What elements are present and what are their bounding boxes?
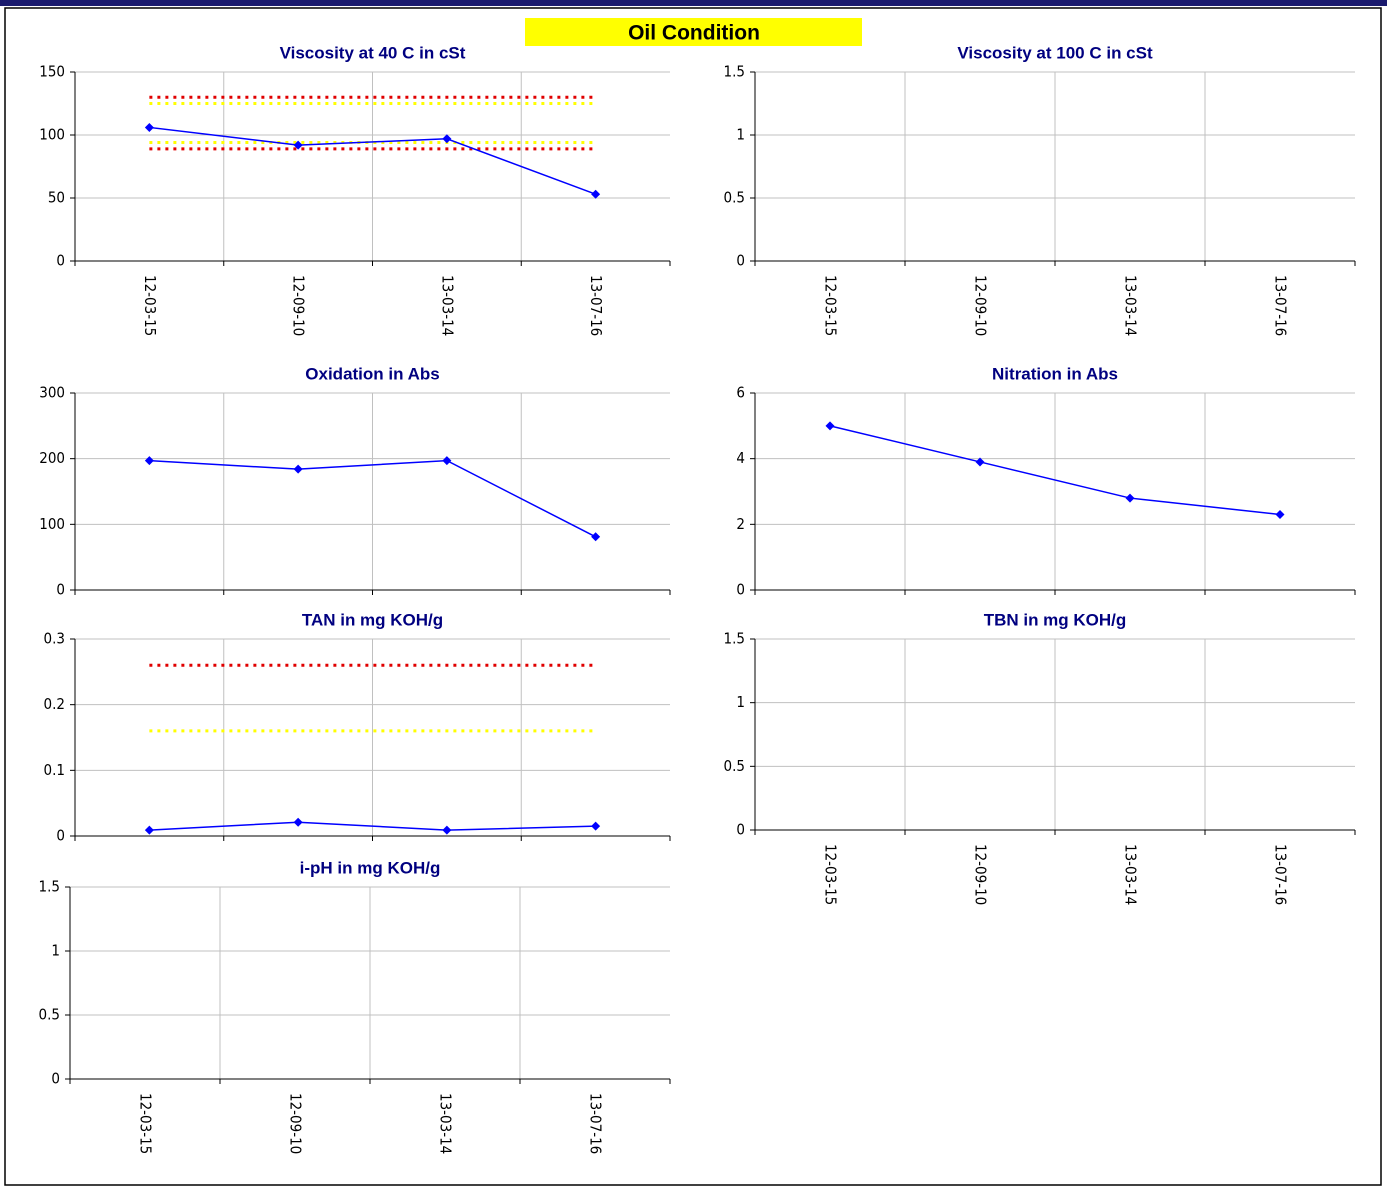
point	[591, 532, 601, 542]
x-tick-label: 13-03-14	[1122, 275, 1140, 336]
point	[1125, 493, 1135, 503]
y-tick-label: 4	[736, 449, 745, 467]
point	[442, 456, 452, 466]
point	[591, 821, 601, 831]
chart-title: i-pH in mg KOH/g	[300, 858, 441, 877]
y-tick-label: 1.5	[39, 878, 60, 896]
y-tick-label: 200	[39, 449, 65, 467]
y-tick-label: 50	[48, 189, 65, 207]
point	[442, 825, 452, 835]
y-tick-label: 0	[736, 581, 745, 599]
x-tick-label: 13-07-16	[1272, 275, 1290, 336]
y-tick-label: 1	[51, 942, 60, 960]
chart-title: TAN in mg KOH/g	[302, 610, 443, 629]
banner	[525, 18, 862, 46]
y-tick-label: 300	[39, 384, 65, 402]
point	[144, 456, 154, 466]
chart-title: Viscosity at 100 C in cSt	[957, 43, 1153, 62]
y-tick-label: 100	[39, 126, 65, 144]
x-tick-label: 13-03-14	[438, 275, 456, 336]
point	[144, 825, 154, 835]
y-tick-label: 0	[51, 1070, 60, 1088]
y-tick-label: 100	[39, 515, 65, 533]
y-tick-label: 0.3	[44, 630, 65, 648]
x-tick-label: 12-03-15	[822, 275, 840, 336]
point	[293, 464, 303, 474]
point	[442, 134, 452, 144]
chart-title: Nitration in Abs	[992, 364, 1118, 383]
y-tick-label: 0.1	[44, 761, 65, 779]
chart-title: Oxidation in Abs	[305, 364, 439, 383]
point	[825, 421, 835, 431]
y-tick-label: 1	[736, 693, 745, 711]
y-tick-label: 1.5	[724, 63, 745, 81]
y-tick-label: 0.5	[724, 757, 745, 775]
x-tick-label: 13-07-16	[587, 1093, 605, 1154]
y-tick-label: 2	[736, 515, 745, 533]
point	[293, 140, 303, 150]
y-tick-label: 1	[736, 126, 745, 144]
point	[293, 817, 303, 827]
y-tick-label: 1.5	[724, 630, 745, 648]
x-tick-label: 12-09-10	[972, 844, 990, 905]
banner-title: Oil Condition	[628, 22, 760, 45]
point	[144, 122, 154, 132]
chart-title: TBN in mg KOH/g	[984, 610, 1127, 629]
y-tick-label: 0	[56, 827, 65, 845]
y-tick-label: 0	[56, 252, 65, 270]
x-tick-label: 12-09-10	[972, 275, 990, 336]
y-tick-label: 0.2	[44, 695, 65, 713]
top-bar	[0, 0, 1387, 6]
x-tick-label: 12-09-10	[287, 1093, 305, 1154]
series-line	[149, 459, 596, 538]
series-line	[149, 821, 596, 831]
x-tick-label: 12-03-15	[141, 275, 159, 336]
y-tick-label: 0	[736, 252, 745, 270]
y-tick-label: 0.5	[39, 1006, 60, 1024]
y-tick-label: 6	[736, 384, 745, 402]
x-tick-label: 13-07-16	[587, 275, 605, 336]
x-tick-label: 12-03-15	[822, 844, 840, 905]
point	[975, 457, 985, 467]
x-tick-label: 13-07-16	[1272, 844, 1290, 905]
series-line	[149, 126, 596, 195]
point	[591, 189, 601, 199]
x-tick-label: 13-03-14	[437, 1093, 455, 1154]
page-border	[4, 7, 1382, 1186]
y-tick-label: 0	[736, 821, 745, 839]
series-line	[829, 425, 1281, 516]
y-tick-label: 150	[39, 63, 65, 81]
x-tick-label: 12-03-15	[137, 1093, 155, 1154]
y-tick-label: 0.5	[724, 189, 745, 207]
x-tick-label: 12-09-10	[290, 275, 308, 336]
point	[1275, 509, 1285, 519]
y-tick-label: 0	[56, 581, 65, 599]
chart-title: Viscosity at 40 C in cSt	[280, 43, 466, 62]
x-tick-label: 13-03-14	[1122, 844, 1140, 905]
